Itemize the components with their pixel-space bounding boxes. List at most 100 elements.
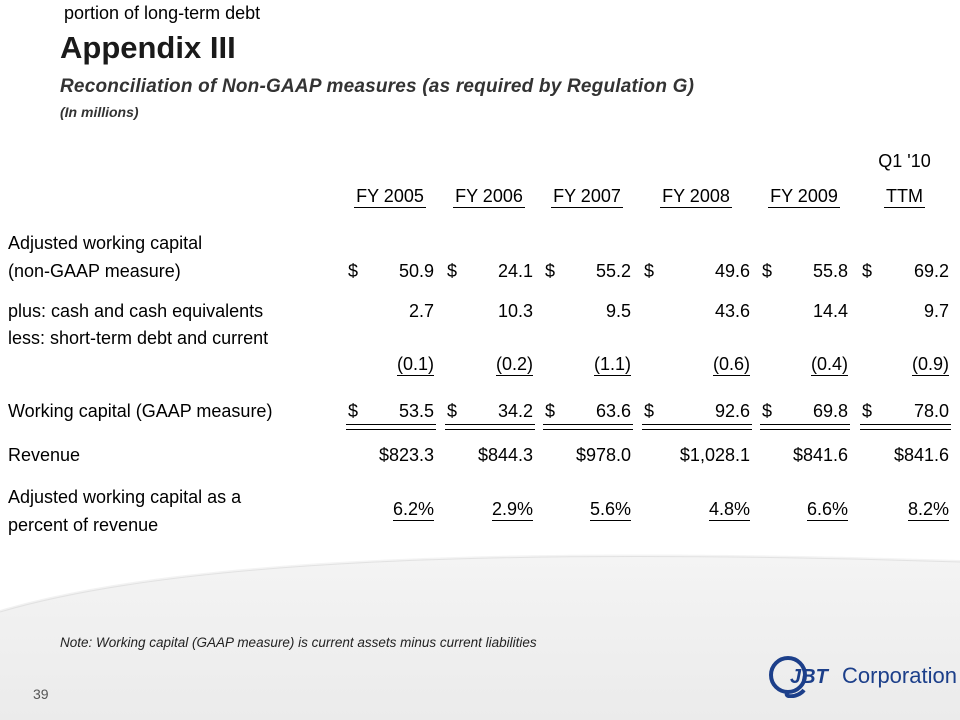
cell-value: $823.3: [378, 445, 434, 465]
table-cell: $63.6: [541, 398, 633, 424]
column-header-label: FY 2008: [660, 186, 732, 208]
cell-value: 49.6: [714, 261, 750, 281]
currency-symbol: $: [862, 261, 873, 281]
column-header: FY 2008: [640, 185, 752, 208]
table-cell: (0.4): [758, 353, 850, 379]
table-cell: $841.6: [858, 442, 951, 468]
cell-value: 14.4: [812, 301, 848, 321]
cell-value: (1.1): [593, 354, 631, 376]
cell-value: (0.4): [810, 354, 848, 376]
cell-value: 69.8: [812, 401, 848, 421]
column-header-label: FY 2005: [354, 186, 426, 208]
currency-symbol: $: [447, 261, 458, 281]
table-cell: 5.6%: [541, 498, 633, 524]
column-header: FY 2007: [541, 185, 633, 208]
jbt-logo-icon: JBT: [769, 656, 830, 698]
cell-value: 53.5: [398, 401, 434, 421]
currency-symbol: $: [545, 401, 556, 421]
cell-value: 8.2%: [907, 499, 949, 521]
table-cell: $69.8: [758, 398, 850, 424]
table-cell: $24.1: [443, 258, 535, 284]
cell-value: 2.9%: [491, 499, 533, 521]
currency-symbol: $: [348, 401, 359, 421]
cell-value: 6.2%: [392, 499, 434, 521]
units-label: (In millions): [60, 104, 139, 120]
table-cell: $53.5: [344, 398, 436, 424]
cell-value: $841.6: [792, 445, 848, 465]
row-label: (non-GAAP measure): [8, 261, 181, 281]
cell-value: $1,028.1: [679, 445, 750, 465]
logo-corporation-text: Corporation: [842, 663, 957, 688]
table-cell: $34.2: [443, 398, 535, 424]
table-cell: 9.7: [858, 298, 951, 324]
double-underline: [445, 424, 535, 430]
column-header-label: FY 2009: [768, 186, 840, 208]
table-cell: $1,028.1: [640, 442, 752, 468]
footnote: Note: Working capital (GAAP measure) is …: [60, 635, 537, 650]
table-cell: $55.8: [758, 258, 850, 284]
table-cell: $823.3: [344, 442, 436, 468]
column-header: TTM: [858, 185, 951, 208]
cell-value: 34.2: [497, 401, 533, 421]
column-header: FY 2009: [758, 185, 850, 208]
cell-value: 69.2: [913, 261, 949, 281]
cell-value: 55.2: [595, 261, 631, 281]
page-subtitle: Reconciliation of Non-GAAP measures (as …: [60, 76, 695, 97]
table-cell: 14.4: [758, 298, 850, 324]
column-header-label: FY 2006: [453, 186, 525, 208]
column-header: FY 2006: [443, 185, 535, 208]
table-cell: 4.8%: [640, 498, 752, 524]
table-cell: $50.9: [344, 258, 436, 284]
table-cell: $49.6: [640, 258, 752, 284]
double-underline: [760, 424, 850, 430]
page-number: 39: [33, 686, 49, 702]
currency-symbol: $: [447, 401, 458, 421]
double-underline: [543, 424, 633, 430]
cell-value: (0.1): [396, 354, 434, 376]
column-header-label: FY 2007: [551, 186, 623, 208]
cell-value: (0.2): [495, 354, 533, 376]
table-cell: $69.2: [858, 258, 951, 284]
table-cell: 6.2%: [344, 498, 436, 524]
page-title: Appendix III: [60, 30, 236, 65]
table-cell: 2.9%: [443, 498, 535, 524]
svg-text:JBT: JBT: [790, 666, 830, 688]
column-header: FY 2005: [344, 185, 436, 208]
table-cell: 9.5: [541, 298, 633, 324]
table-cell: 2.7: [344, 298, 436, 324]
table-cell: $92.6: [640, 398, 752, 424]
table-cell: $978.0: [541, 442, 633, 468]
table-cell: $841.6: [758, 442, 850, 468]
cell-value: 55.8: [812, 261, 848, 281]
column-header-label: TTM: [884, 186, 925, 208]
table-cell: (1.1): [541, 353, 633, 379]
table-cell: (0.6): [640, 353, 752, 379]
table-cell: $844.3: [443, 442, 535, 468]
cell-value: 78.0: [913, 401, 949, 421]
table-cell: 8.2%: [858, 498, 951, 524]
table-cell: (0.2): [443, 353, 535, 379]
table-cell: $78.0: [858, 398, 951, 424]
double-underline: [346, 424, 436, 430]
table-cell: $55.2: [541, 258, 633, 284]
row-label: less: short-term debt and current: [8, 328, 269, 348]
cell-value: 24.1: [497, 261, 533, 281]
row-label: percent of revenue: [8, 515, 159, 535]
currency-symbol: $: [762, 261, 773, 281]
currency-symbol: $: [348, 261, 359, 281]
row-label: plus: cash and cash equivalents: [8, 301, 264, 321]
cell-value: (0.6): [712, 354, 750, 376]
double-underline: [860, 424, 951, 430]
cell-value: 2.7: [408, 301, 434, 321]
row-label: Adjusted working capital: [8, 233, 203, 253]
currency-symbol: $: [762, 401, 773, 421]
table-cell: (0.1): [344, 353, 436, 379]
currency-symbol: $: [644, 261, 655, 281]
reconciliation-table: Q1 '10 FY 2005 FY 2006 FY 2007 FY 2008 FY 20…: [8, 3, 951, 535]
period-note: Q1 '10: [878, 151, 931, 171]
cell-value: 9.5: [605, 301, 631, 321]
cell-value: 43.6: [714, 301, 750, 321]
currency-symbol: $: [644, 401, 655, 421]
cell-value: 50.9: [398, 261, 434, 281]
